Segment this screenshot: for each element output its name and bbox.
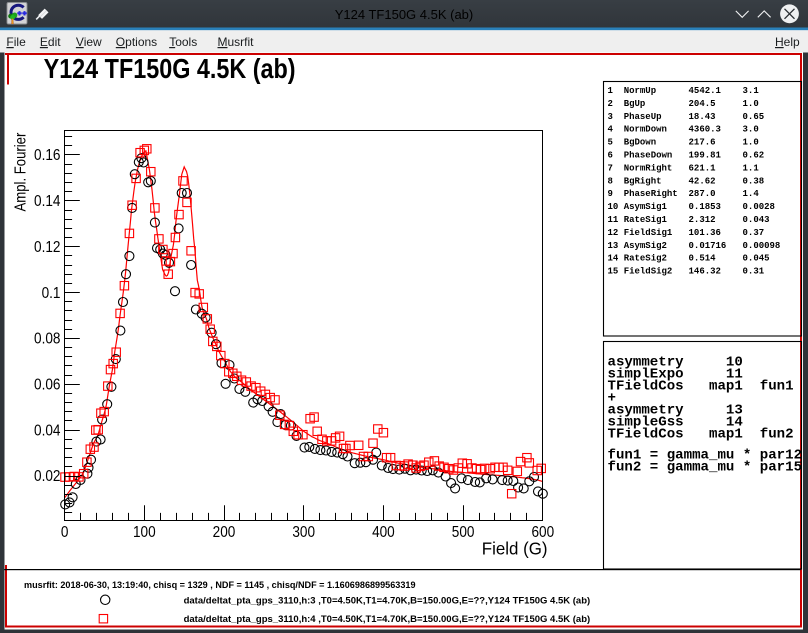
svg-text:4 NormDown 4360.3 3.0: 4 NormDown 4360.3 3.0 xyxy=(608,125,759,135)
svg-text:0.14: 0.14 xyxy=(34,193,60,210)
svg-text:Edit: Edit xyxy=(40,35,61,49)
svg-text:File: File xyxy=(6,35,26,49)
svg-text:Field (G): Field (G) xyxy=(482,538,548,559)
svg-text:0.02: 0.02 xyxy=(34,468,60,485)
svg-text:Ampl. Fourier: Ampl. Fourier xyxy=(13,132,30,211)
svg-text:0.06: 0.06 xyxy=(34,377,60,394)
svg-text:Options: Options xyxy=(116,35,157,49)
svg-text:data/deltat_pta_gps_3110,h:3 ,: data/deltat_pta_gps_3110,h:3 ,T0=4.50K,T… xyxy=(184,595,591,606)
svg-text:0.1: 0.1 xyxy=(42,285,61,302)
svg-text:0: 0 xyxy=(61,524,69,541)
svg-text:0.04: 0.04 xyxy=(34,422,60,439)
svg-text:Musrfit: Musrfit xyxy=(218,35,255,49)
svg-text:13 AsymSig2 0.01716 0.000: 13 AsymSig2 0.01716 0.00098 xyxy=(608,241,781,251)
svg-text:0.12: 0.12 xyxy=(34,239,60,256)
svg-text:Tools: Tools xyxy=(169,35,197,49)
svg-text:1 NormUp 4542.1 3.1: 1 NormUp 4542.1 3.1 xyxy=(608,86,760,96)
svg-text:200: 200 xyxy=(213,524,236,541)
svg-text:fun2 = gamma_mu * par15: fun2 = gamma_mu * par15 xyxy=(608,460,803,476)
svg-text:simpleGss 14: simpleGss 14 xyxy=(608,414,744,430)
svg-text:TFieldCos map1 fun1: TFieldCos map1 fun1 xyxy=(608,378,794,394)
svg-text:musrfit: 2018-06-30, 13:19:40,: musrfit: 2018-06-30, 13:19:40, chisq = 1… xyxy=(24,580,416,590)
svg-text:12 FieldSig1 101.36 0.37: 12 FieldSig1 101.36 0.37 xyxy=(608,228,765,238)
svg-text:0.08: 0.08 xyxy=(34,331,60,348)
svg-text:+: + xyxy=(608,390,616,406)
svg-text:11 RateSig1 2.312 0.043: 11 RateSig1 2.312 0.043 xyxy=(608,215,770,225)
svg-text:asymmetry 13: asymmetry 13 xyxy=(608,402,743,418)
svg-text:7 NormRight 621.1 1.1: 7 NormRight 621.1 1.1 xyxy=(608,163,760,173)
svg-text:simplExpo 11: simplExpo 11 xyxy=(608,366,743,382)
svg-text:15 FieldSig2 146.32 0.31: 15 FieldSig2 146.32 0.31 xyxy=(608,267,765,277)
svg-text:3 PhaseUp 18.43 0.65: 3 PhaseUp 18.43 0.65 xyxy=(608,112,765,122)
svg-text:100: 100 xyxy=(133,524,156,541)
svg-text:Y124 TF150G 4.5K (ab): Y124 TF150G 4.5K (ab) xyxy=(335,7,474,22)
svg-text:fun1 = gamma_mu * par12: fun1 = gamma_mu * par12 xyxy=(608,448,803,464)
svg-text:5 BgDown 217.6 1.0: 5 BgDown 217.6 1.0 xyxy=(608,138,759,148)
svg-text:TFieldCos map1 fun2: TFieldCos map1 fun2 xyxy=(608,426,794,442)
svg-text:8 BgRight 42.62 0.38: 8 BgRight 42.62 0.38 xyxy=(608,176,765,186)
svg-text:14 RateSig2 0.514 0.045: 14 RateSig2 0.514 0.045 xyxy=(608,254,770,264)
svg-text:0.16: 0.16 xyxy=(34,147,60,164)
svg-text:asymmetry 10: asymmetry 10 xyxy=(608,354,743,370)
svg-text:9 PhaseRight 287.0 1.4: 9 PhaseRight 287.0 1.4 xyxy=(608,189,760,199)
svg-text:400: 400 xyxy=(372,524,395,541)
svg-text:10 AsymSig1 0.1853 0.002: 10 AsymSig1 0.1853 0.0028 xyxy=(608,202,775,212)
svg-text:300: 300 xyxy=(292,524,315,541)
svg-text:600: 600 xyxy=(531,524,554,541)
svg-text:500: 500 xyxy=(452,524,475,541)
svg-text:6 PhaseDown 199.81 0.62: 6 PhaseDown 199.81 0.62 xyxy=(608,151,765,161)
svg-text:Y124 TF150G 4.5K (ab): Y124 TF150G 4.5K (ab) xyxy=(44,54,296,84)
svg-text:data/deltat_pta_gps_3110,h:4 ,: data/deltat_pta_gps_3110,h:4 ,T0=4.50K,T… xyxy=(184,614,591,625)
svg-text:2 BgUp 204.5 1.0: 2 BgUp 204.5 1.0 xyxy=(608,99,759,109)
svg-text:Help: Help xyxy=(775,35,800,49)
svg-text:View: View xyxy=(76,35,102,49)
